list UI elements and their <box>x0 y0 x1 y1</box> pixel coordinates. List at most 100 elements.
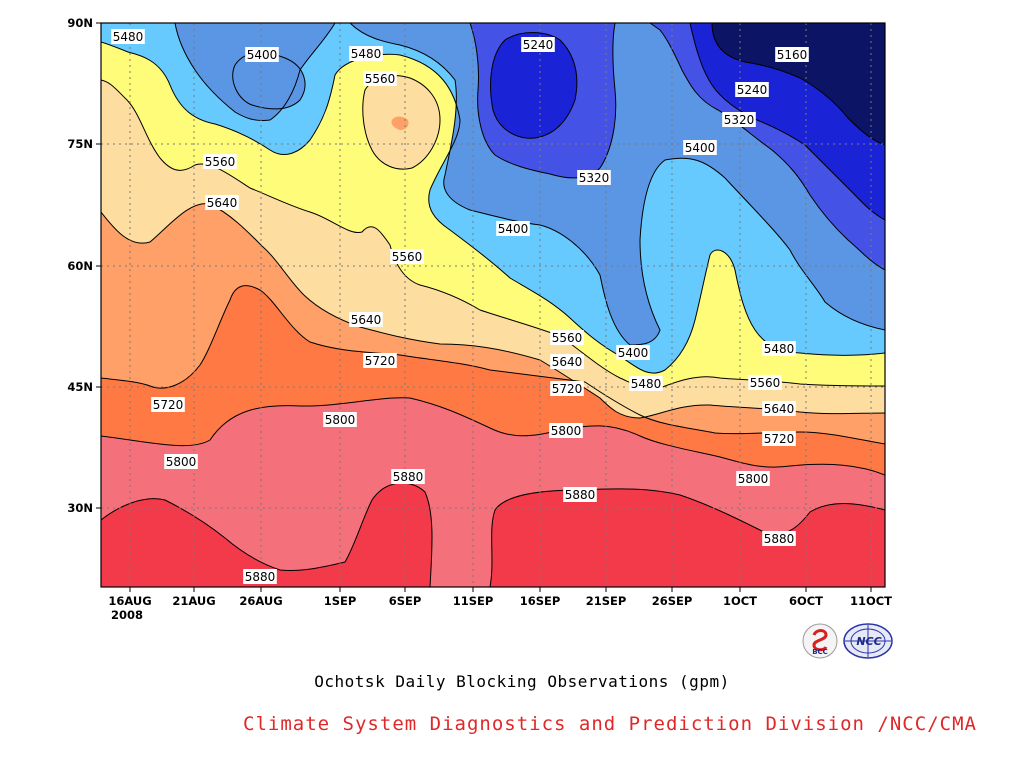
contour-label: 5480 <box>349 46 383 61</box>
contour-label-bg <box>762 341 796 356</box>
contour-label: 5480 <box>111 29 145 44</box>
contour-line-5160 <box>711 23 885 146</box>
contour-line-5240-east <box>689 23 885 221</box>
contour-label-text: 5240 <box>523 38 554 52</box>
contour-label-text: 5320 <box>579 171 610 185</box>
contour-label: 5400 <box>245 47 279 62</box>
contour-line-5880-west <box>101 482 433 587</box>
x-tick-label: 6OCT <box>789 594 823 608</box>
contour-label-bg <box>363 71 397 86</box>
contour-label-bg <box>245 47 279 62</box>
x-tick-label: 11SEP <box>453 594 494 608</box>
contour-label-text: 5880 <box>565 488 596 502</box>
x-tick-label: 6SEP <box>389 594 422 608</box>
contour-label-bg <box>151 397 185 412</box>
contour-label-bg <box>722 112 756 127</box>
contour-label-text: 5640 <box>351 313 382 327</box>
island-5400-nw <box>232 52 305 109</box>
contour-label-bg <box>203 154 237 169</box>
contour-label-bg <box>323 412 357 427</box>
contour-label: 5560 <box>203 154 237 169</box>
contour-label: 5800 <box>164 454 198 469</box>
bcc-logo-text: BCC <box>812 648 828 656</box>
x-tick-label: 26AUG <box>239 594 282 608</box>
contour-labels: 5480 5400 5480 5560 5240 5160 5240 5320 5320 5400… <box>111 29 809 584</box>
y-tick-label: 45N <box>67 380 93 394</box>
contour-line-5320 <box>469 23 617 179</box>
contour-label-text: 5480 <box>113 30 144 44</box>
contour-label-text: 5480 <box>764 342 795 356</box>
band-gt5880-east <box>490 488 885 587</box>
credit-line: Climate System Diagnostics and Predictio… <box>243 713 977 735</box>
contour-label-text: 5320 <box>724 113 755 127</box>
contour-line-5480 <box>101 41 885 374</box>
contour-label-text: 5560 <box>750 376 781 390</box>
x-tick-label: 21SEP <box>586 594 627 608</box>
contour-label-text: 5400 <box>247 48 278 62</box>
contour-label-bg <box>164 454 198 469</box>
contour-label-text: 5720 <box>365 354 396 368</box>
contour-label: 5400 <box>616 345 650 360</box>
contour-line-5880-east <box>489 488 885 587</box>
contour-line-5800 <box>101 397 885 476</box>
x-tick-label: 1SEP <box>324 594 357 608</box>
x-tick-label: 16AUG <box>108 594 151 608</box>
x-axis: 16AUG 21AUG 26AUG 1SEP 6SEP 11SEP 16SEP 21SEP 26… <box>108 587 892 622</box>
contour-label-text: 5160 <box>777 48 808 62</box>
contour-label: 5720 <box>151 397 185 412</box>
contour-label: 5640 <box>550 354 584 369</box>
contour-label-bg <box>550 381 584 396</box>
contour-label-text: 5400 <box>685 141 716 155</box>
contour-label: 5720 <box>363 353 397 368</box>
contour-label-bg <box>762 431 796 446</box>
contour-label-bg <box>550 354 584 369</box>
contour-label-bg <box>736 471 770 486</box>
contour-line-5560 <box>101 79 885 389</box>
contour-label-bg <box>349 312 383 327</box>
contour-label-bg <box>243 569 277 584</box>
contour-label: 5480 <box>629 376 663 391</box>
contour-label-bg <box>111 29 145 44</box>
contour-label-text: 5800 <box>551 424 582 438</box>
contour-label-bg <box>496 221 530 236</box>
contour-label-bg <box>762 531 796 546</box>
contour-label: 5560 <box>748 375 782 390</box>
contour-label-text: 5720 <box>153 398 184 412</box>
chart-title: Ochotsk Daily Blocking Observations (gpm… <box>314 672 730 691</box>
y-tick-label: 75N <box>67 137 93 151</box>
contour-label-text: 5800 <box>325 413 356 427</box>
x-tick-label: 26SEP <box>652 594 693 608</box>
contour-label-bg <box>349 46 383 61</box>
contour-line-5560-ring <box>362 75 441 170</box>
contour-label-bg <box>616 345 650 360</box>
x-tick-label: 1OCT <box>723 594 757 608</box>
contour-label: 5640 <box>205 195 239 210</box>
contour-label: 5560 <box>363 71 397 86</box>
x-tick-label: 21AUG <box>172 594 215 608</box>
contour-line-5400-nw <box>174 23 336 121</box>
contour-label-text: 5720 <box>552 382 583 396</box>
ncc-logo: NCC <box>843 623 893 659</box>
contour-line-5320-east <box>649 23 885 271</box>
contour-label: 5720 <box>550 381 584 396</box>
band-lt5160 <box>712 23 885 145</box>
contour-label: 5800 <box>736 471 770 486</box>
x-tick-label: 16SEP <box>520 594 561 608</box>
contour-label: 5320 <box>577 170 611 185</box>
contour-label: 5800 <box>323 412 357 427</box>
contour-label-text: 5480 <box>631 377 662 391</box>
contour-label-text: 5560 <box>205 155 236 169</box>
contour-label: 5240 <box>735 82 769 97</box>
contour-label: 5240 <box>521 37 555 52</box>
contour-label-text: 5400 <box>618 346 649 360</box>
contour-label-text: 5880 <box>393 470 424 484</box>
contour-label-text: 5800 <box>738 472 769 486</box>
contour-label-bg <box>735 82 769 97</box>
contour-label: 5720 <box>762 431 796 446</box>
contour-label-bg <box>762 401 796 416</box>
contour-label: 5160 <box>775 47 809 62</box>
band-gt5880-west <box>101 482 433 587</box>
contour-label-text: 5400 <box>498 222 529 236</box>
contour-label-text: 5640 <box>207 196 238 210</box>
